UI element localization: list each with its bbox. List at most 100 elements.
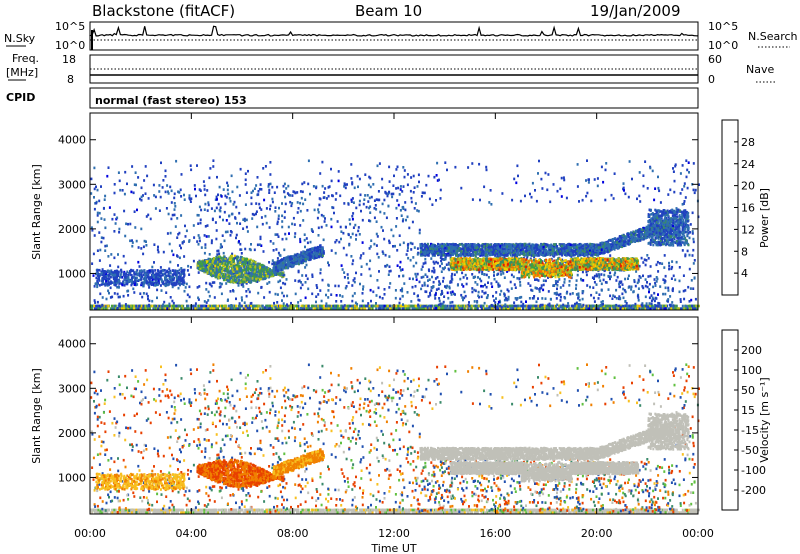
- power-cell: [646, 302, 648, 305]
- power-cell: [146, 293, 148, 296]
- power-cell: [345, 187, 347, 190]
- power-cell: [94, 285, 96, 288]
- power-cell: [119, 189, 121, 192]
- power-cell: [692, 249, 694, 252]
- power-cell: [219, 216, 221, 219]
- power-cell: [481, 290, 483, 293]
- power-cell: [412, 221, 414, 224]
- power-cell: [478, 163, 480, 166]
- power-cell: [220, 246, 222, 249]
- power-cell: [288, 232, 290, 235]
- power-cell: [336, 294, 338, 297]
- power-cell: [671, 260, 673, 263]
- power-cell: [342, 295, 344, 298]
- power-cell: [427, 306, 429, 309]
- power-cell: [235, 206, 237, 209]
- power-cell: [441, 270, 443, 273]
- power-cell: [299, 241, 301, 244]
- power-cell: [632, 291, 634, 294]
- power-cell: [410, 259, 412, 262]
- power-cell: [271, 186, 273, 189]
- power-cell: [151, 266, 153, 269]
- power-cell: [541, 284, 543, 287]
- power-cell: [609, 254, 611, 257]
- power-cell: [376, 253, 378, 256]
- power-cell: [628, 196, 630, 199]
- power-cell: [180, 214, 182, 217]
- power-cell: [245, 290, 247, 293]
- power-cell: [297, 201, 299, 204]
- power-cell: [321, 214, 323, 217]
- power-cell: [352, 218, 354, 221]
- power-cell: [485, 166, 487, 169]
- power-cell: [375, 302, 377, 305]
- power-cell: [558, 278, 560, 281]
- power-cell: [657, 261, 659, 264]
- power-cell: [438, 280, 440, 283]
- power-cell: [251, 217, 253, 220]
- power-cell: [665, 287, 667, 290]
- power-cell: [372, 305, 374, 308]
- power-cell: [510, 307, 512, 310]
- power-cell: [186, 300, 188, 303]
- power-cell: [473, 305, 475, 308]
- freq-nave-traces: [90, 69, 698, 75]
- power-cell: [680, 298, 682, 301]
- power-cell: [412, 243, 414, 246]
- power-cell: [325, 302, 327, 305]
- power-cell: [490, 203, 492, 206]
- power-cell: [214, 210, 216, 213]
- power-cell: [110, 253, 112, 256]
- power-cell: [668, 262, 670, 265]
- power-cell: [618, 285, 620, 288]
- power-cell: [555, 305, 557, 308]
- power-cell: [124, 171, 126, 174]
- power-cell: [304, 239, 306, 242]
- power-cell: [392, 245, 394, 248]
- power-cell: [426, 276, 428, 279]
- power-cell: [206, 189, 208, 192]
- power-cell: [151, 300, 153, 303]
- power-cell: [96, 286, 98, 289]
- power-cell: [539, 290, 541, 293]
- power-cell: [335, 192, 337, 195]
- power-cell: [619, 297, 621, 300]
- power-cell: [527, 282, 529, 285]
- power-cell: [495, 291, 497, 294]
- power-cell: [98, 200, 100, 203]
- power-cell: [618, 305, 620, 308]
- power-cell: [543, 284, 545, 287]
- power-cell: [158, 184, 160, 187]
- power-cell: [448, 286, 450, 289]
- power-cell: [594, 300, 596, 303]
- power-cell: [481, 296, 483, 299]
- power-cell: [435, 199, 437, 202]
- power-cell: [193, 236, 195, 239]
- power-cell: [362, 292, 364, 295]
- power-cell: [459, 278, 461, 281]
- power-cell: [656, 264, 658, 267]
- power-cell: [321, 161, 323, 164]
- power-cell: [679, 291, 681, 294]
- power-cell: [421, 284, 423, 287]
- power-cell: [374, 207, 376, 210]
- power-cell: [368, 219, 370, 222]
- power-cell: [454, 166, 456, 169]
- power-cell: [94, 301, 96, 304]
- power-cell: [245, 203, 247, 206]
- power-cell: [474, 300, 476, 303]
- power-cell: [598, 293, 600, 296]
- power-cell: [511, 199, 513, 202]
- power-cell: [582, 304, 584, 307]
- power-cell: [208, 291, 210, 294]
- power-cell: [578, 303, 580, 306]
- power-cell: [158, 190, 160, 193]
- power-cell: [491, 304, 493, 307]
- power-cell: [673, 191, 675, 194]
- power-cell: [672, 290, 674, 293]
- power-cell: [166, 207, 168, 210]
- power-cell: [478, 271, 480, 274]
- power-cell: [194, 188, 196, 191]
- power-cell: [236, 222, 238, 225]
- power-cell: [428, 270, 430, 273]
